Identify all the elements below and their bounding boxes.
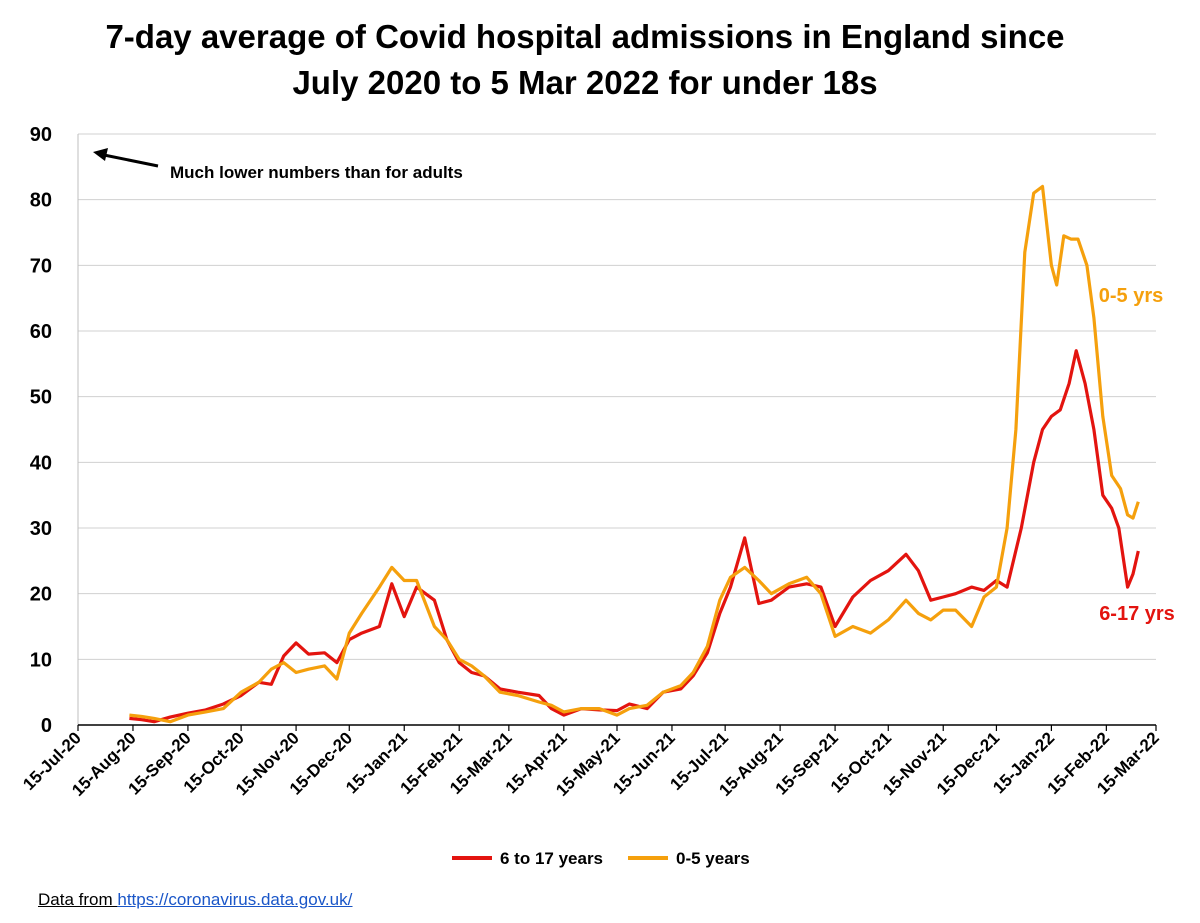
y-tick-label: 50 (30, 387, 52, 409)
series-line-6-17-yrs (129, 349, 1140, 724)
y-tick-label: 20 (30, 584, 52, 606)
y-tick-label: 60 (30, 321, 52, 343)
annotation-arrow-shaft (103, 153, 159, 168)
y-tick-label: 30 (30, 518, 52, 540)
chart-title: 7-day average of Covid hospital admissio… (0, 14, 1170, 106)
data-source-prefix: Data from (38, 890, 118, 909)
annotation-text: Much lower numbers than for adults (170, 163, 463, 182)
legend-label: 0-5 years (676, 849, 750, 868)
chart-title-line-2: July 2020 to 5 Mar 2022 for under 18s (292, 64, 878, 101)
y-tick-label: 70 (30, 255, 52, 277)
series-label-6-17: 6-17 yrs (1099, 603, 1175, 625)
annotation-arrowhead (93, 148, 108, 161)
data-source-note: Data from https://coronavirus.data.gov.u… (38, 890, 352, 910)
y-tick-label: 0 (41, 715, 52, 737)
y-tick-label: 10 (30, 649, 52, 671)
legend-label: 6 to 17 years (500, 849, 603, 868)
y-tick-label: 90 (30, 124, 52, 146)
series-line-0-5-yrs (129, 184, 1140, 724)
y-tick-label: 80 (30, 190, 52, 212)
chart-title-line-1: 7-day average of Covid hospital admissio… (105, 18, 1065, 55)
series-label-0-5: 0-5 yrs (1099, 285, 1164, 307)
y-tick-label: 40 (30, 452, 52, 474)
data-source-link[interactable]: https://coronavirus.data.gov.uk/ (117, 890, 353, 909)
